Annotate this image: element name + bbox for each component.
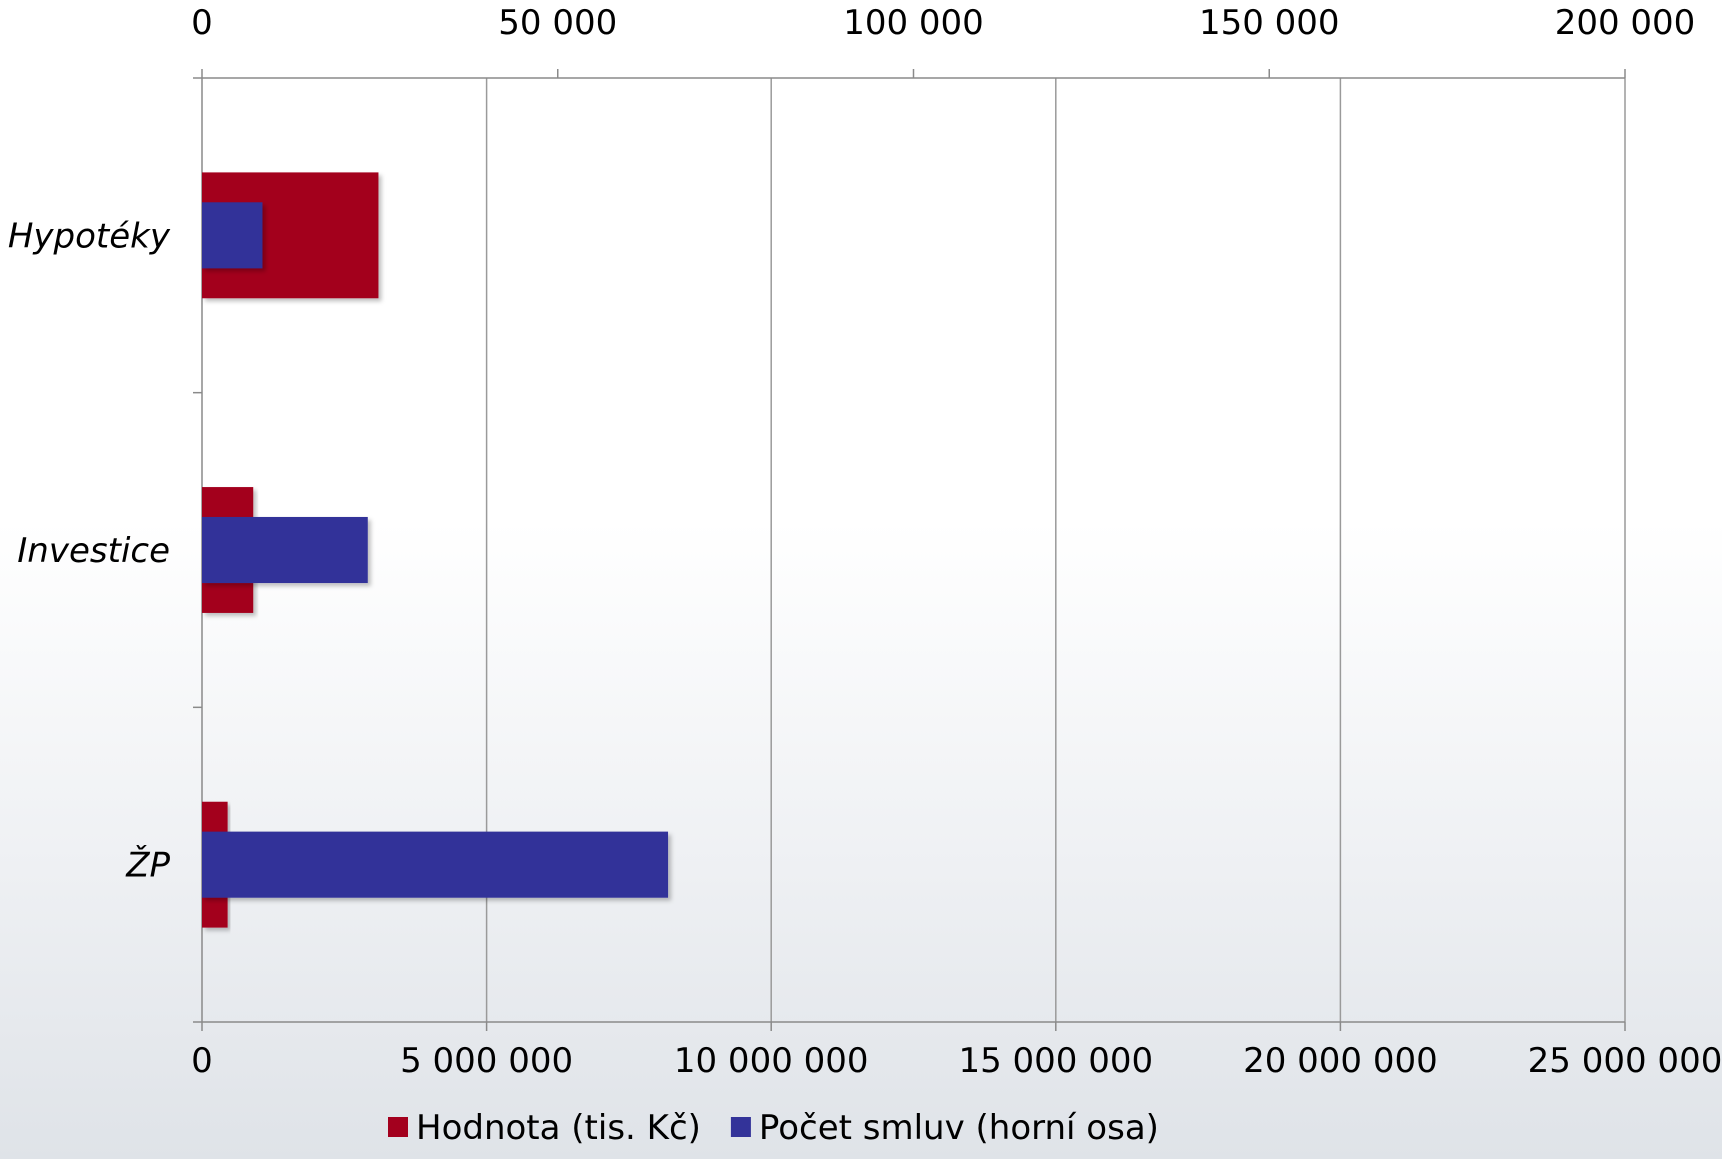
category-label-zp: ŽP [125,845,170,886]
top-axis-tick-label: 150 000 [1199,3,1340,43]
bar-pocet-smluv-horni-osa-zp [202,831,669,898]
top-axis-tick-label: 100 000 [843,3,984,43]
bottom-axis-tick-label: 5 000 000 [400,1041,573,1081]
bottom-axis-tick-label: 15 000 000 [958,1041,1153,1081]
top-axis-tick-label: 200 000 [1555,3,1696,43]
category-label-investice: Investice [17,531,170,571]
bottom-axis-tick-label: 10 000 000 [674,1041,869,1081]
bars [202,172,669,928]
legend-swatch-hodnota-tis-kc [388,1117,408,1137]
legend-swatch-pocet-smluv-horni-osa [730,1117,751,1137]
top-axis-tick-label: 50 000 [498,3,617,43]
bar-pocet-smluv-horni-osa-investice [202,516,368,584]
top-axis-tick-label: 0 [191,3,213,43]
bottom-axis-tick-label: 0 [191,1041,213,1081]
bottom-axis-tick-label: 20 000 000 [1243,1041,1438,1081]
legend: Hodnota (tis. Kč) Počet smluv (horní osa) [388,1108,1159,1148]
legend-label-pocet-smluv-horni-osa: Počet smluv (horní osa) [759,1108,1159,1148]
bottom-axis-tick-label: 25 000 000 [1528,1041,1722,1081]
legend-label-hodnota-tis-kc: Hodnota (tis. Kč) [416,1108,701,1148]
bar-pocet-smluv-horni-osa-hypoteky [202,202,263,269]
axis-labels: 0 5 000 000 10 000 000 15 000 000 20 000 000… [8,3,1722,1081]
category-label-hypoteky: Hypotéky [8,216,171,256]
